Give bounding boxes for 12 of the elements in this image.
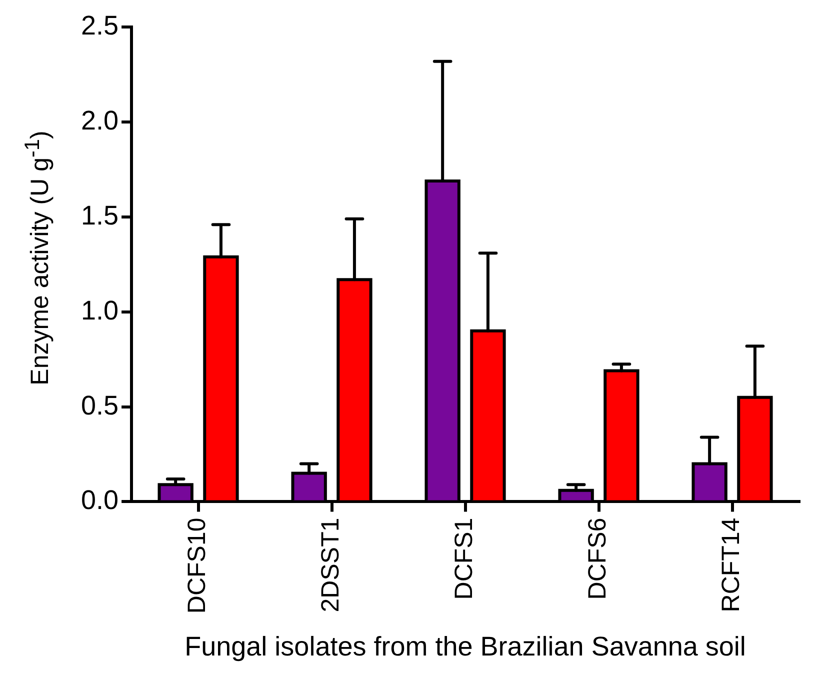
x-tick-label: DCFS1 [450, 518, 478, 600]
x-tick-label: RCFT14 [717, 518, 746, 612]
y-tick-label: 2.0 [80, 106, 119, 136]
x-axis-title: Fungal isolates from the Brazilian Savanna soil [184, 631, 746, 662]
y-tick-label: 1.0 [80, 295, 119, 326]
y-tick-label: 2.5 [80, 10, 119, 41]
y-tick-label: 0.5 [80, 390, 119, 420]
x-tick-label: DCFS10 [183, 518, 212, 614]
y-tick-label: 1.5 [80, 200, 119, 230]
x-tick-label: 2DSST1 [316, 518, 345, 612]
y-tick-label: 0.0 [80, 485, 119, 516]
x-tick-label: DCFS6 [584, 518, 612, 600]
